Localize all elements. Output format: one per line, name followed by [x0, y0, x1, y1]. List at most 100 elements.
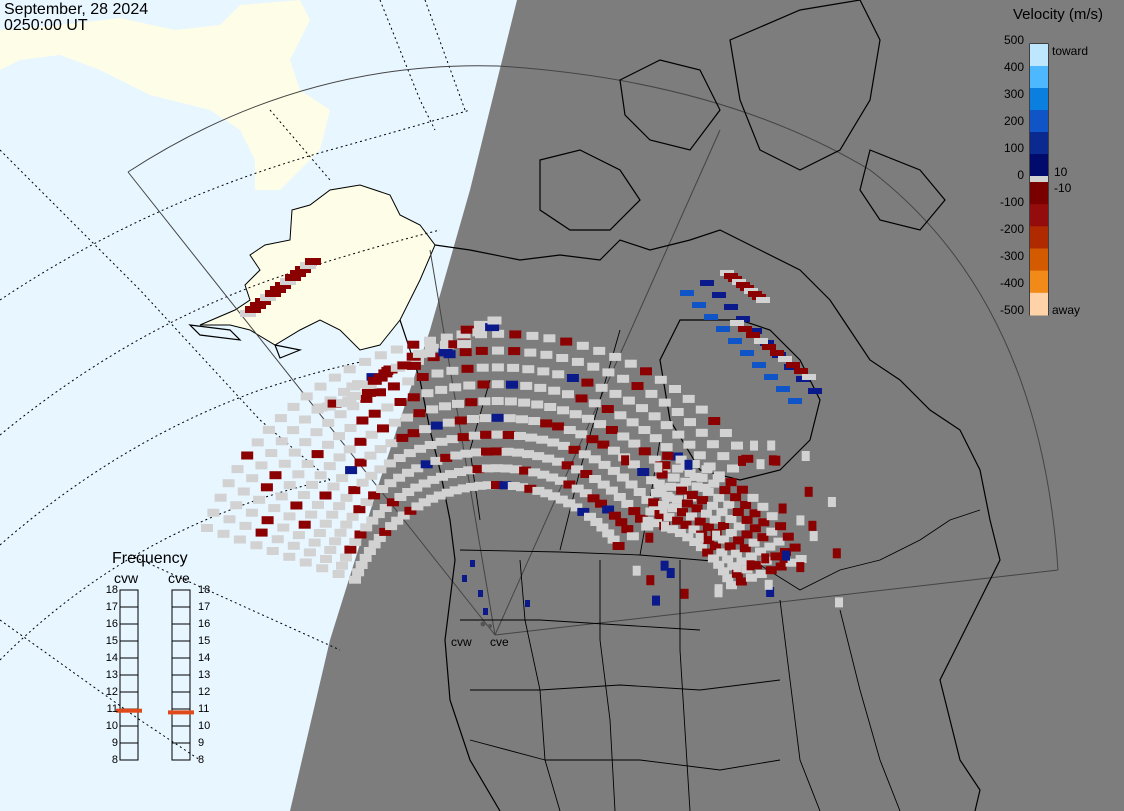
- time-label: 0250:00 UT: [4, 17, 88, 34]
- colorbar-zero-band: [1030, 176, 1048, 182]
- scatter-cell: [525, 433, 538, 442]
- colorbar-tick: -200: [999, 222, 1024, 236]
- scatter-cell: [719, 429, 732, 437]
- cvw-site-label: cvw: [451, 635, 472, 649]
- cve-frequency-tick: 9: [198, 737, 205, 749]
- scatter-cell: [654, 375, 667, 384]
- scatter-cell: [575, 430, 588, 439]
- scatter-cell: [525, 600, 530, 607]
- scatter-cell: [692, 302, 706, 308]
- scatter-cell: [663, 513, 675, 522]
- scatter-cell: [270, 286, 286, 293]
- scatter-cell: [638, 447, 651, 456]
- scatter-cell: [491, 481, 503, 489]
- cvw-frequency-tick: 12: [105, 686, 118, 698]
- scatter-cell: [722, 555, 734, 564]
- away-label: away: [1052, 303, 1081, 317]
- scatter-cell: [329, 537, 342, 546]
- scatter-cell: [727, 562, 739, 571]
- scatter-cell: [412, 349, 427, 358]
- scatter-cell: [569, 410, 582, 419]
- scatter-cell: [616, 473, 629, 482]
- scatter-cell: [637, 468, 650, 476]
- scatter-cell: [764, 542, 776, 551]
- scatter-cell: [460, 449, 473, 458]
- scatter-cell: [677, 508, 688, 517]
- scatter-cell: [767, 440, 776, 451]
- scatter-cell: [627, 460, 640, 469]
- scatter-cell: [648, 412, 661, 421]
- scatter-cell: [366, 516, 379, 525]
- scatter-cell: [695, 543, 707, 552]
- scatter-cell: [402, 468, 414, 477]
- coastlines: [188, 0, 1001, 811]
- scatter-cell: [704, 314, 718, 320]
- scatter-cell: [214, 493, 227, 502]
- scatter-cell: [268, 504, 281, 513]
- scatter-cell: [684, 418, 696, 427]
- scatter-cell: [605, 486, 618, 495]
- scatter-cell: [477, 380, 490, 389]
- scatter-cell: [222, 479, 235, 488]
- scatter-cell: [269, 471, 282, 480]
- scatter-cell: [570, 503, 583, 512]
- scatter-cell: [684, 468, 696, 477]
- scatter-cell: [514, 432, 526, 440]
- scatter-cell: [736, 316, 750, 322]
- scatter-cell: [446, 435, 459, 444]
- scatter-cell: [253, 495, 266, 504]
- scatter-cell: [345, 466, 358, 475]
- scatter-cell: [601, 405, 614, 413]
- scatter-cell: [707, 554, 719, 563]
- scatter-cell: [363, 547, 376, 555]
- scatter-cell: [735, 577, 747, 586]
- scatter-cell: [322, 418, 335, 427]
- scatter-cell: [660, 443, 673, 452]
- scatter-cell: [379, 504, 392, 512]
- scatter-cell: [752, 362, 766, 368]
- scatter-cell: [686, 491, 698, 499]
- scatter-cell: [410, 483, 423, 492]
- cve-site-marker: [488, 624, 492, 628]
- scatter-cell: [581, 378, 594, 387]
- scatter-cell: [775, 522, 787, 531]
- colorbar-tick: 500: [1003, 33, 1024, 47]
- scatter-cell: [424, 336, 436, 345]
- scatter-cell: [503, 414, 516, 423]
- scatter-cell: [731, 569, 743, 578]
- scatter-cell: [465, 398, 478, 407]
- scatter-cell: [666, 568, 675, 578]
- scatter-cell: [275, 282, 291, 289]
- scatter-cell: [795, 555, 807, 563]
- scatter-cell: [365, 471, 378, 480]
- scatter-cell: [710, 542, 721, 551]
- scatter-cell: [349, 575, 361, 584]
- scatter-cell: [716, 508, 728, 517]
- scatter-cell: [390, 345, 403, 354]
- scatter-cell: [669, 385, 681, 393]
- scatter-cell: [290, 270, 306, 277]
- scatter-cell: [481, 464, 494, 473]
- scatter-cell: [499, 481, 512, 490]
- scatter-cell: [407, 393, 420, 402]
- scatter-cell: [595, 383, 608, 392]
- scatter-cell: [590, 518, 603, 526]
- scatter-cell: [552, 457, 565, 466]
- scatter-cell: [607, 466, 620, 475]
- scatter-cell: [544, 403, 557, 411]
- scatter-cell: [449, 486, 462, 495]
- scatter-cell: [532, 452, 545, 461]
- scatter-cell: [356, 416, 369, 425]
- scatter-cell: [563, 480, 576, 489]
- scatter-cell: [504, 397, 517, 406]
- scatter-cell: [725, 478, 737, 487]
- scatter-cell: [262, 425, 275, 434]
- scatter-cell: [775, 562, 787, 571]
- scatter-cell: [801, 451, 810, 461]
- scatter-cell: [385, 439, 398, 448]
- scatter-cell: [786, 362, 800, 368]
- scatter-cell: [354, 437, 367, 446]
- scatter-cell: [540, 350, 553, 359]
- scatter-cell: [631, 382, 644, 390]
